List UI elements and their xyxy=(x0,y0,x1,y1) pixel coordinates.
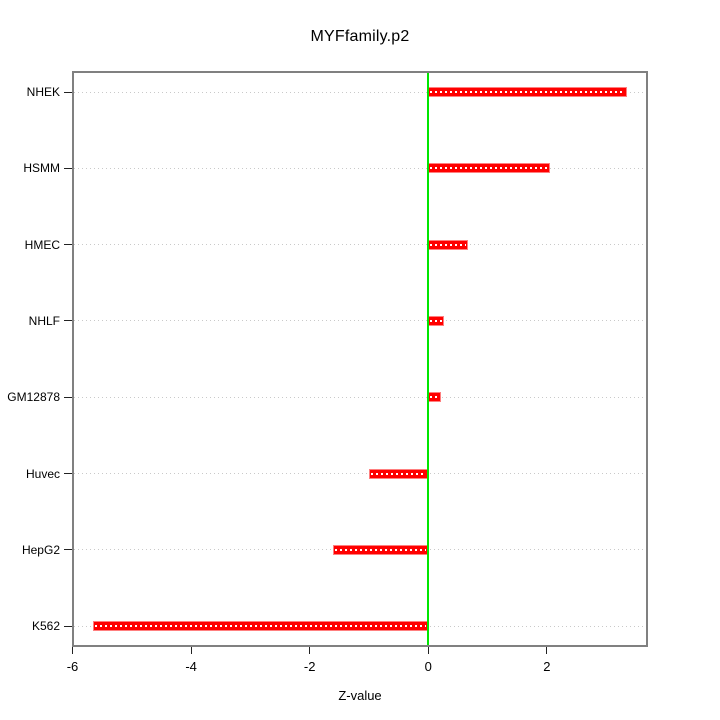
bar-Huvec xyxy=(369,468,429,479)
bar-center-dash xyxy=(430,319,442,322)
x-axis-tick-label: 2 xyxy=(543,659,551,674)
bar-center-dash xyxy=(430,243,467,246)
y-axis-tick xyxy=(64,549,72,551)
gridline xyxy=(74,473,646,474)
y-axis-label-HepG2: HepG2 xyxy=(21,542,60,557)
plot-area xyxy=(72,71,648,647)
bar-center-dash xyxy=(335,548,427,551)
y-axis-label-K562: K562 xyxy=(31,619,60,634)
y-axis-tick xyxy=(64,91,72,93)
bar-center-dash xyxy=(430,91,625,93)
gridline xyxy=(74,91,646,93)
bar-HSMM xyxy=(428,163,550,174)
gridline xyxy=(74,167,646,169)
y-axis-label-HMEC: HMEC xyxy=(24,237,60,252)
x-axis-tick-label: -4 xyxy=(185,659,197,674)
y-axis-label-GM12878: GM12878 xyxy=(7,390,60,405)
bar-HepG2 xyxy=(333,544,429,555)
bar-center-dash xyxy=(430,167,548,170)
chart-title: MYFfamily.p2 xyxy=(310,28,410,45)
x-axis-tick-label: -2 xyxy=(303,659,316,674)
bar-center-dash xyxy=(371,472,427,475)
bar-center-dash xyxy=(430,396,440,399)
bar-GM12878 xyxy=(428,392,442,403)
x-axis-tick-label: 0 xyxy=(424,659,432,674)
x-axis-title: Z-value xyxy=(338,688,382,703)
y-axis-tick xyxy=(64,320,72,322)
gridline xyxy=(74,244,646,246)
y-axis-label-NHEK: NHEK xyxy=(26,85,60,99)
y-axis-tick xyxy=(64,167,72,169)
x-axis-tick xyxy=(72,647,73,654)
zero-line xyxy=(427,71,430,647)
bar-NHLF xyxy=(428,315,444,326)
y-axis-tick xyxy=(64,625,72,627)
gridline xyxy=(74,396,646,398)
bar-NHEK xyxy=(428,87,627,97)
y-axis-label-Huvec: Huvec xyxy=(25,466,60,481)
bar-center-dash xyxy=(95,625,427,628)
x-axis-tick xyxy=(190,647,192,654)
x-axis-tick xyxy=(546,647,548,654)
x-axis-tick xyxy=(309,647,311,654)
bar-K562 xyxy=(93,621,429,632)
plot-border xyxy=(72,71,648,647)
y-axis-tick xyxy=(64,396,72,398)
bar-HMEC xyxy=(428,239,469,250)
x-axis-tick xyxy=(427,647,429,654)
y-axis-tick xyxy=(64,473,72,474)
y-axis-label-NHLF: NHLF xyxy=(28,313,60,328)
gridline xyxy=(74,320,646,322)
y-axis-label-HSMM: HSMM xyxy=(23,161,60,176)
x-axis-tick-label: -6 xyxy=(66,659,79,674)
y-axis-tick xyxy=(64,244,72,246)
